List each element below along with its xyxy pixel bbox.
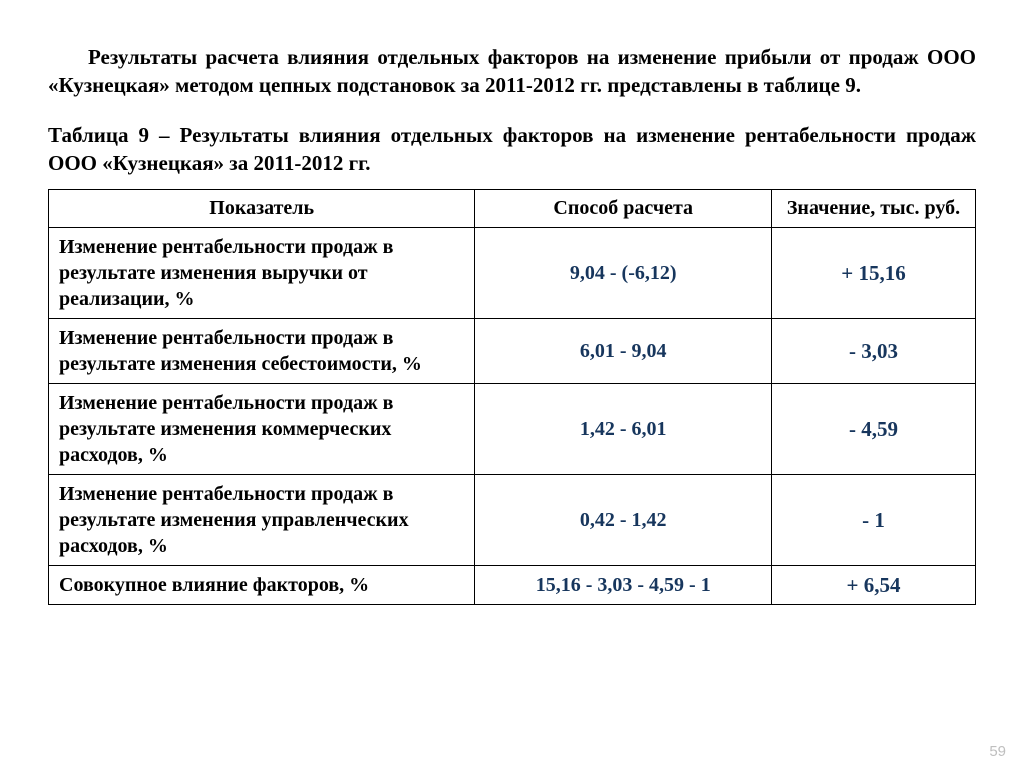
table-row: Совокупное влияние факторов, % 15,16 - 3… [49,566,976,605]
row-value: - 4,59 [772,384,976,475]
row-calc: 1,42 - 6,01 [475,384,772,475]
row-calc: 6,01 - 9,04 [475,319,772,384]
row-value: + 15,16 [772,228,976,319]
row-calc: 15,16 - 3,03 - 4,59 - 1 [475,566,772,605]
header-value: Значение, тыс. руб. [772,190,976,228]
row-value: - 1 [772,475,976,566]
row-value: + 6,54 [772,566,976,605]
header-method: Способ расчета [475,190,772,228]
row-value: - 3,03 [772,319,976,384]
table-caption: Таблица 9 – Результаты влияния отдельных… [48,121,976,178]
row-label: Изменение рентабельности продаж в резуль… [49,319,475,384]
row-label: Изменение рентабельности продаж в резуль… [49,228,475,319]
row-label: Изменение рентабельности продаж в резуль… [49,384,475,475]
factors-table: Показатель Способ расчета Значение, тыс.… [48,189,976,605]
table-row: Изменение рентабельности продаж в резуль… [49,228,976,319]
header-indicator: Показатель [49,190,475,228]
page-number: 59 [989,743,1006,760]
row-calc: 9,04 - (-6,12) [475,228,772,319]
table-row: Изменение рентабельности продаж в резуль… [49,384,976,475]
table-row: Изменение рентабельности продаж в резуль… [49,319,976,384]
row-calc: 0,42 - 1,42 [475,475,772,566]
table-header-row: Показатель Способ расчета Значение, тыс.… [49,190,976,228]
row-label: Изменение рентабельности продаж в резуль… [49,475,475,566]
table-row: Изменение рентабельности продаж в резуль… [49,475,976,566]
row-label: Совокупное влияние факторов, % [49,566,475,605]
intro-paragraph: Результаты расчета влияния отдельных фак… [48,43,976,100]
